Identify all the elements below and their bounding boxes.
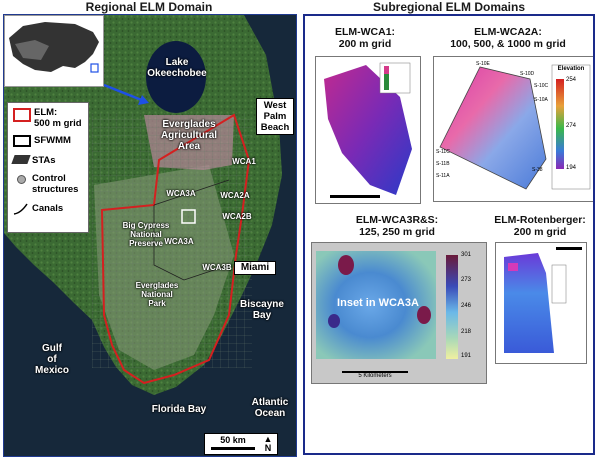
label-lake-okeechobee: Lake Okeechobee [147, 57, 207, 79]
wca1-map-frame [315, 56, 421, 204]
wca3rs-elevation-map [316, 251, 458, 373]
legend-canals: Canals [13, 203, 63, 215]
subregional-panel: ELM-WCA1: 200 m grid ELM-WCA2A: 100, 500, … [303, 14, 595, 455]
station-s38: S-38 [532, 167, 543, 173]
wca3rs-scale-label: 5 Kilometers [358, 373, 392, 379]
sta-swatch [11, 155, 31, 164]
label-wca2a: WCA2A [220, 191, 250, 200]
station-s10e: S-10E [476, 61, 490, 67]
label-florida-bay: Florida Bay [151, 404, 207, 415]
legend-control-label: Control [32, 173, 66, 184]
elm-boundary [100, 113, 251, 385]
wca2a-legend-title: Elevation [557, 66, 585, 72]
wca3rs-tick-3: 218 [461, 329, 472, 335]
legend-elm-grid: 500 m grid [34, 118, 82, 129]
label-west-palm-beach: West Palm Beach [256, 98, 294, 135]
wca3rs-tick-1: 273 [461, 277, 472, 283]
wca2a-elevation-map [439, 64, 591, 190]
regional-map [4, 15, 296, 456]
station-s11c: S-11C [436, 149, 450, 155]
rotenberger-title: ELM-Rotenberger: 200 m grid [494, 214, 586, 238]
sfwmm-swatch [13, 135, 31, 147]
scale-bar: 50 km ▲ N [204, 433, 278, 455]
station-s11a: S-11A [436, 173, 450, 179]
legend-elm-label: ELM: [34, 107, 58, 118]
right-panel-title: Subregional ELM Domains [372, 0, 525, 14]
rotenberger-elevation-map [504, 247, 582, 353]
wca3rs-tick-0: 301 [461, 252, 472, 258]
control-structure-icon [17, 175, 26, 184]
station-s10c: S-10C [534, 83, 549, 89]
wca2a-map-frame: Elevation 254 274 194 S-10E S-10D S-10C … [433, 56, 593, 202]
wca3rs-inset-label: Inset in WCA3A [337, 297, 419, 309]
wca3rs-map-frame: Inset in WCA3A 301 273 246 218 191 5 Kil… [311, 242, 487, 384]
pointer-arrow [103, 83, 145, 103]
lake-okeechobee [146, 41, 206, 113]
wca2a-legend-val-2: 194 [566, 165, 577, 171]
legend-sfwmm: SFWMM [13, 135, 71, 147]
label-miami: Miami [234, 261, 276, 275]
wca3rs-tick-2: 246 [461, 303, 472, 309]
legend-stas-label: STAs [32, 155, 56, 166]
legend-canals-label: Canals [32, 203, 64, 214]
wca2a-legend-val-1: 274 [566, 123, 577, 129]
scale-bar-label: 50 km [220, 435, 246, 445]
label-wca2b: WCA2B [222, 212, 252, 221]
wca1-title: ELM-WCA1: 200 m grid [334, 26, 396, 50]
label-everglades-np: Everglades National Park [135, 281, 179, 308]
legend-control-label2: structures [32, 184, 79, 195]
label-gulf-of-mexico: Gulf of Mexico [35, 343, 69, 376]
wca-boundaries [153, 179, 230, 281]
rotenberger-map-frame [495, 242, 587, 364]
legend-control: Control structures [13, 173, 78, 195]
map-legend: ELM: 500 m grid SFWMM STAs Control structu… [7, 102, 89, 233]
station-s10d: S-10D [520, 71, 535, 77]
canal-icon [13, 203, 28, 215]
wca2a-legend-val-0: 254 [566, 77, 577, 83]
regional-map-panel: ELM: 500 m grid SFWMM STAs Control structu… [3, 14, 297, 457]
label-wca3a-bottom: WCA3A [164, 237, 194, 246]
wca3-inset-box [181, 209, 196, 224]
label-wca3b: WCA3B [202, 263, 232, 272]
wca3rs-tick-4: 191 [461, 353, 472, 359]
label-biscayne-bay: Biscayne Bay [240, 299, 284, 321]
us-inset-map [4, 15, 104, 87]
label-eaa: Everglades Agricultural Area [160, 119, 218, 152]
label-atlantic-ocean: Atlantic Ocean [251, 397, 289, 419]
station-s11b: S-11B [436, 161, 450, 167]
station-s10a: S-10A [534, 97, 548, 103]
legend-stas: STAs [11, 155, 56, 166]
north-arrow-icon: ▲ N [263, 434, 273, 453]
wca3rs-title: ELM-WCA3R&S: 125, 250 m grid [355, 214, 439, 238]
label-big-cypress: Big Cypress National Preserve [122, 221, 170, 248]
wca1-elevation-map [324, 62, 412, 198]
wca2a-title: ELM-WCA2A: 100, 500, & 1000 m grid [450, 26, 566, 50]
elm-swatch [13, 108, 31, 122]
pointer-arrowhead [138, 95, 149, 105]
legend-elm: ELM: 500 m grid [13, 107, 82, 129]
label-wca1: WCA1 [232, 157, 256, 166]
label-wca3a-top: WCA3A [166, 189, 196, 198]
left-panel-title: Regional ELM Domain [85, 0, 213, 14]
legend-sfwmm-label: SFWMM [34, 135, 71, 146]
